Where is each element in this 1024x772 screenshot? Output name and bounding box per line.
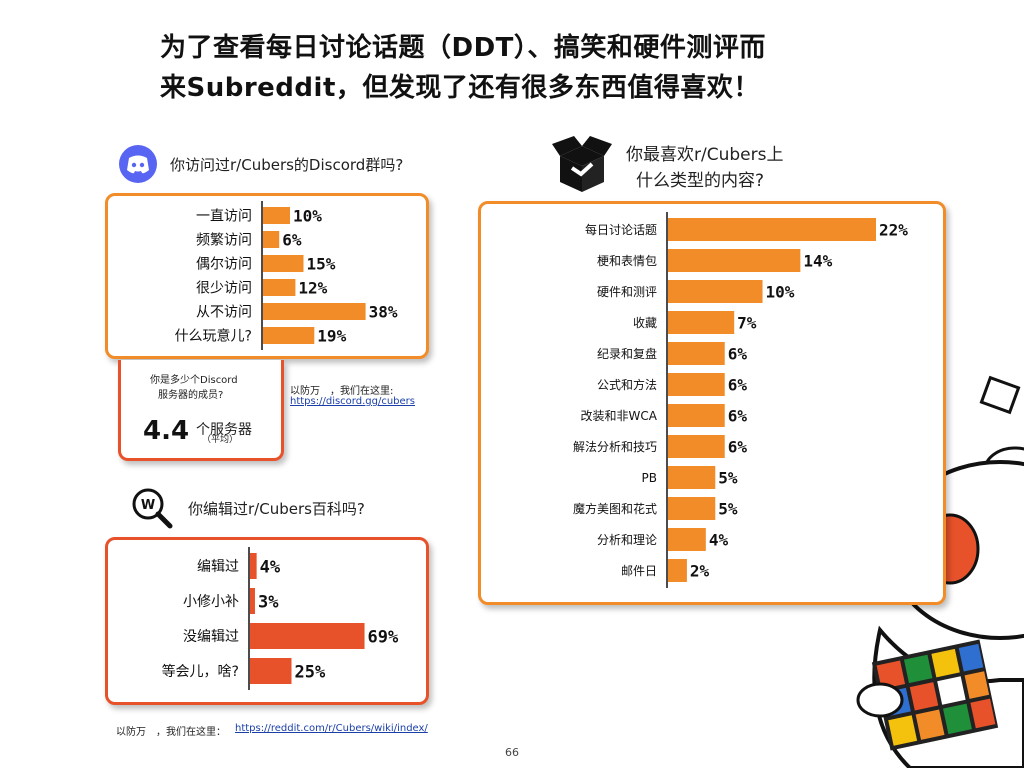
discord-visit-panel [105,193,429,359]
reddit-mascot-icon [840,360,1024,772]
servers-question-line-1: 你是多少个Discord [150,375,238,386]
servers-note: （平均） [202,435,239,445]
wiki-question: 你编辑过r/Cubers百科吗? [188,500,365,518]
discord-link-prefix: 以防万 ，我们在这里: [290,386,394,397]
discord-icon [118,144,158,188]
wiki-edit-panel [105,537,429,705]
wiki-link[interactable]: https://reddit.com/r/Cubers/wiki/index/ [235,723,428,734]
discord-question: 你访问过r/Cubers的Discord群吗? [170,156,404,174]
servers-value: 4.4 [143,416,190,446]
page-number: 66 [505,746,519,759]
title-line-1: 为了查看每日讨论话题（DDT）、搞笑和硬件测评而 [160,33,766,63]
content-question-line-2: 什么类型的内容? [636,171,765,191]
svg-text:W: W [141,498,155,513]
box-icon [550,134,614,198]
wiki-link-prefix: 以防万 ，我们在这里： [116,727,226,738]
server-count-box [118,360,284,461]
servers-question-line-2: 服务器的成员? [158,390,224,401]
wiki-search-icon: W [130,486,174,534]
title-line-2: 来Subreddit，但发现了还有很多东西值得喜欢！ [160,73,760,103]
servers-unit: 个服务器 [196,422,252,438]
content-question-line-1: 你最喜欢r/Cubers上 [626,145,784,165]
page-title: 为了查看每日讨论话题（DDT）、搞笑和硬件测评而 来Subreddit，但发现了… [160,28,900,108]
content-type-panel [478,201,946,605]
discord-link[interactable]: https://discord.gg/cubers [290,396,415,407]
